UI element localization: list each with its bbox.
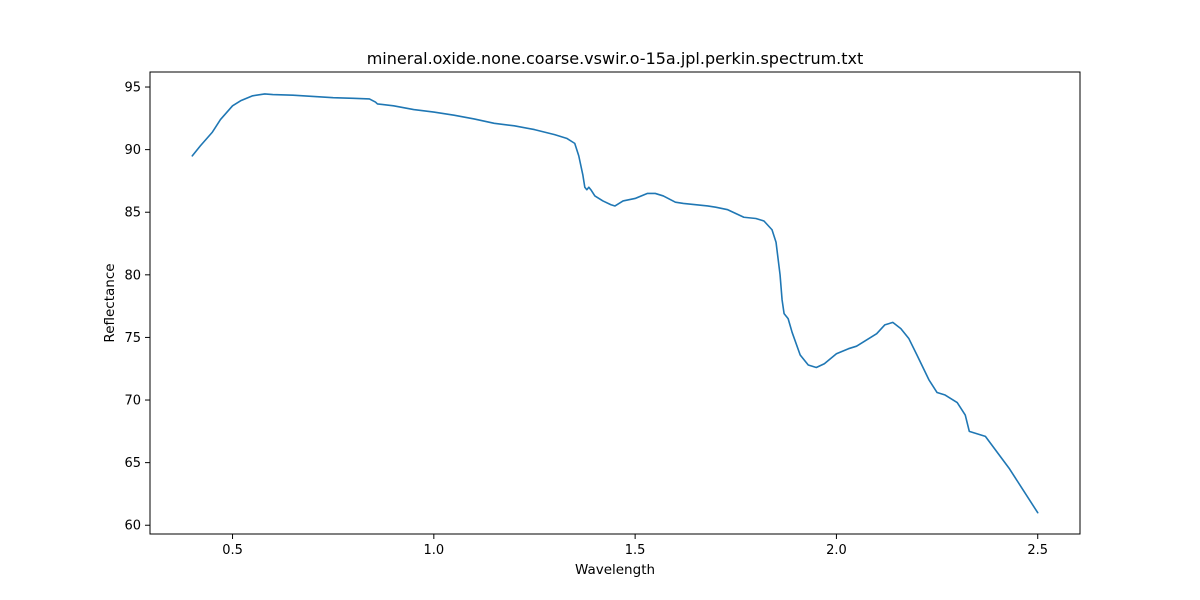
y-tick-label: 60 xyxy=(124,519,141,534)
spectrum-line xyxy=(191,93,1039,514)
x-axis: 0.5 1.0 1.5 2.0 2.5 xyxy=(222,534,1048,558)
x-tick-label: 2.0 xyxy=(826,543,847,558)
x-tick-label: 0.5 xyxy=(222,543,243,558)
chart-title: mineral.oxide.none.coarse.vswir.o-15a.jp… xyxy=(367,49,864,68)
y-axis-label: Reflectance xyxy=(102,263,118,342)
plot-frame xyxy=(149,71,1081,535)
y-tick-label: 95 xyxy=(124,81,141,96)
y-tick-label: 70 xyxy=(124,394,141,409)
y-axis: 60 65 70 75 80 85 90 95 xyxy=(124,81,150,534)
y-tick-label: 85 xyxy=(124,206,141,221)
y-tick-label: 80 xyxy=(124,268,141,283)
plot-background xyxy=(150,72,1080,534)
x-axis-label: Wavelength xyxy=(575,562,655,578)
x-tick-label: 1.0 xyxy=(423,543,444,558)
y-tick-label: 65 xyxy=(124,456,141,471)
x-tick-label: 2.5 xyxy=(1027,543,1048,558)
y-tick-label: 90 xyxy=(124,143,141,158)
x-tick-label: 1.5 xyxy=(625,543,646,558)
y-tick-label: 75 xyxy=(124,331,141,346)
series-layer xyxy=(191,93,1039,514)
